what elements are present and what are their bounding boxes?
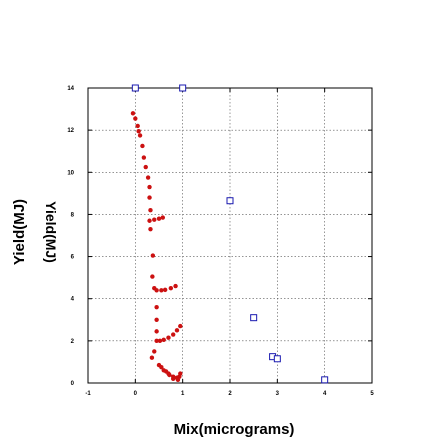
- data-point-dot: [154, 338, 159, 344]
- data-point-square: [321, 376, 329, 384]
- data-point-dot: [154, 329, 159, 334]
- data-point-dot: [150, 253, 156, 258]
- data-point-dot: [154, 304, 159, 310]
- data-point-dot: [141, 155, 147, 160]
- data-point-dot: [159, 364, 164, 370]
- data-point-dot: [147, 195, 152, 200]
- y-tick-label: 4: [71, 297, 75, 303]
- data-point-dot: [154, 288, 159, 293]
- y-tick-label: 8: [71, 212, 75, 218]
- data-point-dot: [143, 164, 148, 170]
- data-point-dot: [171, 376, 176, 381]
- data-point-dot: [152, 217, 157, 222]
- data-point-dot: [148, 208, 153, 213]
- data-point-dot: [163, 369, 169, 374]
- data-point-square: [250, 314, 258, 322]
- x-tick-label: -1: [85, 391, 91, 397]
- y-tick-label: 0: [71, 381, 75, 387]
- data-point-dot: [147, 184, 152, 190]
- data-point-dot: [171, 332, 176, 337]
- series: [130, 84, 329, 384]
- data-point-dot: [148, 226, 153, 232]
- data-point-dot: [178, 323, 183, 329]
- x-tick-label: 0: [134, 391, 138, 397]
- y-axis-title-mirrored: Yield(MJ): [43, 201, 59, 263]
- series-0: [130, 111, 183, 383]
- data-point-dot: [161, 337, 166, 343]
- series-1: [131, 84, 329, 384]
- data-point-square: [179, 84, 187, 92]
- x-tick-label: 2: [228, 391, 232, 397]
- y-axis-title: Yield(MJ): [11, 199, 28, 265]
- y-tick-label: 6: [71, 255, 75, 261]
- y-tick-label: 2: [71, 339, 75, 345]
- data-point-dot: [157, 338, 163, 344]
- x-axis-title: Mix(micrograms): [174, 421, 295, 438]
- data-point-dot: [173, 283, 178, 289]
- data-point-dot: [150, 274, 155, 279]
- data-point-dot: [178, 371, 183, 376]
- data-point-dot: [140, 143, 145, 149]
- data-point-dot: [159, 288, 164, 293]
- data-point-dot: [160, 215, 165, 220]
- data-point-dot: [135, 123, 140, 129]
- data-point-dot: [133, 116, 138, 121]
- y-tick-label: 14: [67, 86, 74, 92]
- y-tick-label: 10: [67, 170, 74, 176]
- data-point-square: [273, 355, 281, 363]
- data-point-dot: [162, 287, 168, 293]
- x-tick-label: 5: [370, 391, 374, 397]
- data-point-dot: [168, 285, 174, 291]
- data-point-dot: [174, 328, 180, 333]
- data-point-dot: [130, 111, 136, 116]
- data-point-dot: [149, 355, 155, 360]
- x-tick-label: 3: [276, 391, 280, 397]
- data-point-dot: [136, 128, 141, 134]
- data-point-dot: [137, 133, 143, 138]
- data-point-dot: [154, 317, 159, 322]
- data-point-dot: [175, 377, 181, 383]
- data-point-dot: [145, 175, 151, 180]
- data-point-square: [226, 197, 234, 205]
- data-point-square: [131, 84, 139, 92]
- x-tick-label: 4: [323, 391, 327, 397]
- data-point-dot: [167, 372, 172, 378]
- data-point-dot: [166, 335, 171, 340]
- y-tick-label: 12: [67, 128, 74, 134]
- x-tick-label: 1: [181, 391, 185, 397]
- data-point-dot: [152, 349, 157, 354]
- data-point-dot: [156, 216, 162, 221]
- data-point-dot: [147, 218, 152, 223]
- grid: [88, 88, 372, 383]
